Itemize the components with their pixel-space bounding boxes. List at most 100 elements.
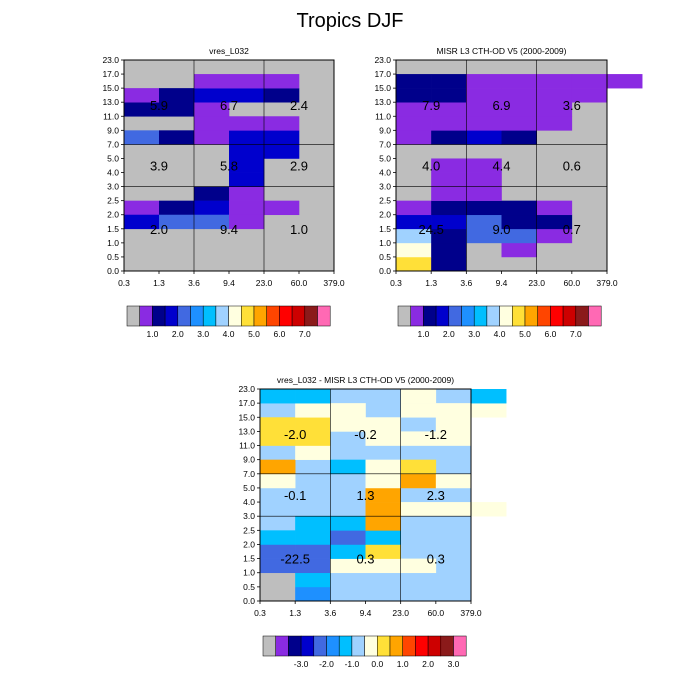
heatmap-cell <box>330 417 366 432</box>
x-tick-label: 379.0 <box>596 278 618 288</box>
y-tick-label: 1.0 <box>243 568 255 578</box>
heatmap-cell <box>396 116 432 131</box>
heatmap-cell <box>330 516 366 531</box>
heatmap-cell <box>431 228 467 244</box>
block-value-label: 6.9 <box>492 98 510 113</box>
y-tick-label: 0.5 <box>379 252 391 262</box>
colorbar-tick-label: 3.0 <box>197 329 209 339</box>
heatmap-cell <box>330 558 366 574</box>
block-value-label: 0.3 <box>427 552 445 567</box>
colorbar-swatch <box>402 635 416 657</box>
colorbar-tick-label: 7.0 <box>570 329 582 339</box>
y-tick-label: 17.0 <box>238 398 255 408</box>
heatmap-cell <box>229 88 265 103</box>
colorbar-swatch <box>241 305 255 327</box>
block-value-label: 0.7 <box>563 222 581 237</box>
heatmap-cell <box>295 403 331 418</box>
heatmap-cell <box>571 74 608 89</box>
heatmap-cell <box>159 130 195 145</box>
colorbar-tick-label: 5.0 <box>519 329 531 339</box>
colorbar-swatch <box>202 305 217 327</box>
heatmap-cell <box>466 228 502 244</box>
y-tick-label: 1.5 <box>379 224 391 234</box>
heatmap-cell <box>431 214 467 230</box>
colorbar-swatch <box>364 635 378 657</box>
colorbar-tick-label: 5.0 <box>248 329 260 339</box>
heatmap-cell <box>431 88 467 103</box>
heatmap-cell <box>295 558 331 574</box>
heatmap-cell <box>295 431 331 446</box>
heatmap-cell <box>501 228 537 244</box>
colorbar-tick-label: 3.0 <box>468 329 480 339</box>
heatmap-cell <box>396 74 432 89</box>
heatmap-cell <box>194 186 230 201</box>
heatmap-cell <box>501 200 537 216</box>
y-tick-label: 9.0 <box>243 455 255 465</box>
heatmap-cell <box>229 116 265 131</box>
heatmap-cell <box>264 130 300 145</box>
heatmap-cell <box>471 389 507 404</box>
block-value-label: -0.1 <box>284 488 306 503</box>
heatmap-cell <box>124 88 160 103</box>
heatmap-cell <box>365 417 401 432</box>
colorbar-swatch <box>461 305 475 327</box>
heatmap-cell <box>466 74 502 89</box>
y-tick-label: 23.0 <box>374 55 391 65</box>
colorbar-tick-label: -1.0 <box>345 659 360 669</box>
heatmap-cell <box>466 214 502 230</box>
heatmap-cell <box>260 389 296 404</box>
block-value-label: -22.5 <box>280 552 310 567</box>
heatmap-cell <box>396 256 432 272</box>
colorbar-swatch <box>279 305 293 327</box>
x-tick-label: 3.6 <box>188 278 200 288</box>
y-tick-label: 2.0 <box>243 539 255 549</box>
heatmap-cell <box>365 558 401 574</box>
heatmap-cell <box>466 116 502 131</box>
x-tick-label: 23.0 <box>256 278 273 288</box>
heatmap-cell <box>431 116 467 131</box>
colorbar-tick-label: 4.0 <box>494 329 506 339</box>
heatmap-cell <box>260 431 296 446</box>
y-tick-label: 0.0 <box>107 266 119 276</box>
heatmap-cell <box>194 116 230 131</box>
heatmap-cell <box>330 530 366 545</box>
block-value-label: 1.0 <box>290 222 308 237</box>
colorbar-swatch <box>300 635 315 657</box>
colorbar-tick-label: 6.0 <box>273 329 285 339</box>
heatmap-cell <box>124 130 160 145</box>
heatmap-cell <box>536 200 573 216</box>
x-tick-label: 1.3 <box>153 278 165 288</box>
block-value-label: 4.4 <box>492 159 510 174</box>
heatmap-cell <box>229 74 265 89</box>
heatmap-cell <box>431 200 467 216</box>
y-tick-label: 2.0 <box>107 210 119 220</box>
heatmap-cell <box>194 102 230 117</box>
heatmap-cell <box>365 544 401 559</box>
heatmap-cell <box>400 558 437 574</box>
heatmap-cell <box>295 417 331 432</box>
colorbar-swatch <box>190 305 204 327</box>
heatmap-cell <box>295 389 331 404</box>
colorbar-swatch <box>440 635 454 657</box>
heatmap-cell <box>431 158 467 173</box>
heatmap-cell <box>229 200 265 216</box>
x-tick-label: 0.3 <box>390 278 402 288</box>
y-tick-label: 4.0 <box>243 497 255 507</box>
colorbar-swatch <box>486 305 500 327</box>
x-tick-label: 1.3 <box>289 608 301 618</box>
colorbar-swatch <box>326 635 340 657</box>
y-tick-label: 17.0 <box>102 69 119 79</box>
heatmap-cell <box>501 242 537 258</box>
x-tick-label: 23.0 <box>392 608 409 618</box>
y-tick-label: 13.0 <box>102 97 119 107</box>
colorbar-swatch <box>415 635 429 657</box>
block-value-label: 3.6 <box>563 98 581 113</box>
y-tick-label: 2.0 <box>379 210 391 220</box>
heatmap-cell <box>396 130 432 145</box>
heatmap-cell <box>400 389 437 404</box>
heatmap-cell <box>264 74 300 89</box>
block-value-label: 2.4 <box>290 98 308 113</box>
colorbar-tick-label: 1.0 <box>146 329 158 339</box>
heatmap-cell <box>194 214 230 230</box>
heatmap-cell <box>264 200 300 216</box>
